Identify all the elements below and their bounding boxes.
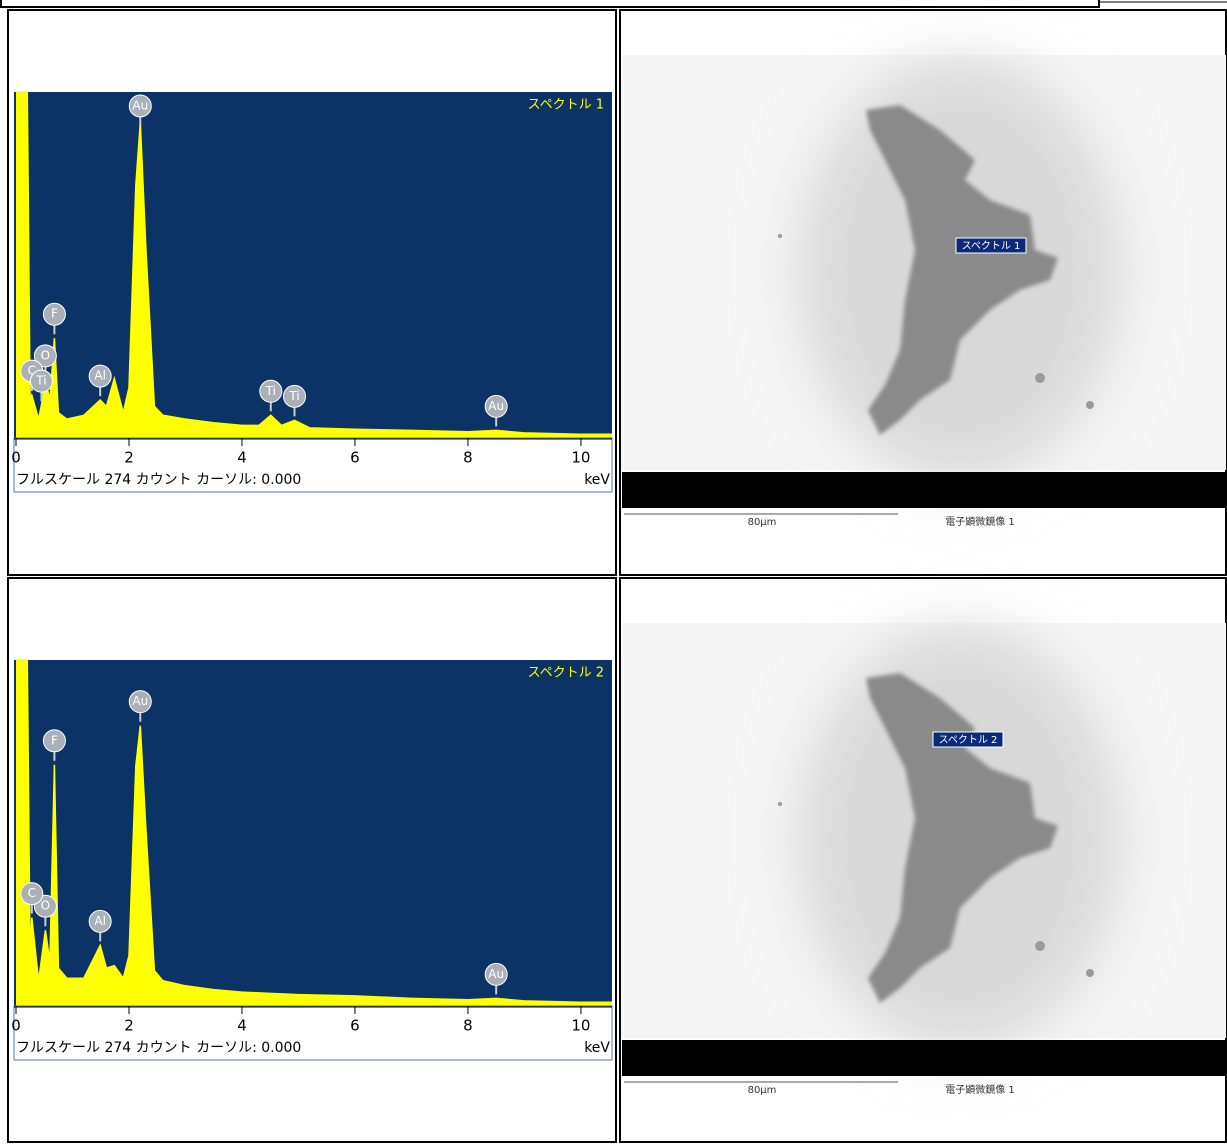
cell xyxy=(7,9,617,576)
image-caption: 電子顕微鏡像 1 xyxy=(945,1083,1015,1096)
peak-balloon xyxy=(42,302,66,326)
peak-balloon xyxy=(259,379,283,403)
spectrum-marker: スペクトル 1 xyxy=(962,240,1021,252)
x-axis-label: keV xyxy=(584,1040,610,1056)
chart-title: スペクトル 2 xyxy=(528,666,605,681)
footer: フルスケール 274 カウント カーソル: 0.000 xyxy=(16,472,301,488)
area-fill xyxy=(16,92,612,438)
x-tick-label: 0 xyxy=(11,449,21,467)
footer: フルスケール 274 カウント カーソル: 0.000 xyxy=(16,1040,301,1056)
peak-balloon xyxy=(29,369,53,393)
peak-label: Ti xyxy=(35,374,46,388)
cell xyxy=(7,577,617,1143)
peak-label: O xyxy=(41,348,50,362)
x-tick-label: 6 xyxy=(350,449,360,467)
peak-label: F xyxy=(51,733,58,747)
peak-label: Au xyxy=(488,967,504,981)
sem-image: スペクトル 1 80μm 電子顕微鏡像 1 xyxy=(622,55,1226,528)
spectrum-marker: スペクトル 2 xyxy=(939,734,998,746)
x-tick-label: 10 xyxy=(571,1017,590,1035)
x-tick-label: 2 xyxy=(124,449,134,467)
peak-balloon xyxy=(484,962,508,986)
spectrum-line xyxy=(16,659,612,1003)
peak-label: Au xyxy=(488,399,504,413)
spectrum-chart: スペクトル 2 Au F OC Al Au 0 2 4 6 8 10 フルスケール 274 カウント カ… xyxy=(11,659,613,1061)
chart-title: スペクトル 1 xyxy=(528,98,605,113)
peak-balloon xyxy=(42,729,66,753)
peak-balloon xyxy=(283,384,307,408)
peak-balloon xyxy=(484,394,508,418)
peak-label: Ti xyxy=(288,389,299,403)
peak-balloon xyxy=(88,364,112,388)
peak-balloon xyxy=(128,94,152,118)
peak-balloon xyxy=(33,344,57,368)
peak-label: C xyxy=(28,364,36,378)
axis-strip xyxy=(13,437,613,493)
peak-balloon xyxy=(88,909,112,933)
x-tick-label: 4 xyxy=(237,449,247,467)
x-tick-label: 8 xyxy=(463,1017,473,1035)
x-tick-label: 0 xyxy=(11,1017,21,1035)
peak-balloon xyxy=(20,882,44,906)
image-caption: 電子顕微鏡像 1 xyxy=(945,515,1015,528)
peak-label: Al xyxy=(94,914,106,928)
peak-balloon xyxy=(128,690,152,714)
x-tick-label: 2 xyxy=(124,1017,134,1035)
x-tick-label: 6 xyxy=(350,1017,360,1035)
peak-label: Ti xyxy=(265,384,276,398)
plot-background xyxy=(14,660,612,1006)
area-fill xyxy=(16,660,612,1006)
peak-label: Au xyxy=(132,99,148,113)
peak-label: C xyxy=(28,886,36,900)
x-tick-label: 10 xyxy=(571,449,590,467)
peak-label: F xyxy=(51,307,58,321)
x-tick-label: 8 xyxy=(463,449,473,467)
peak-label: Au xyxy=(132,694,148,708)
x-axis-label: keV xyxy=(584,472,610,488)
x-tick-label: 4 xyxy=(237,1017,247,1035)
top-strip xyxy=(0,0,1100,8)
scale-label: 80μm xyxy=(748,1085,777,1096)
peak-label: Al xyxy=(94,369,106,383)
sem-image: スペクトル 2 80μm 電子顕微鏡像 1 xyxy=(622,623,1226,1096)
axis-strip xyxy=(13,1005,613,1061)
peak-label: O xyxy=(41,899,50,913)
scale-label: 80μm xyxy=(748,517,777,528)
